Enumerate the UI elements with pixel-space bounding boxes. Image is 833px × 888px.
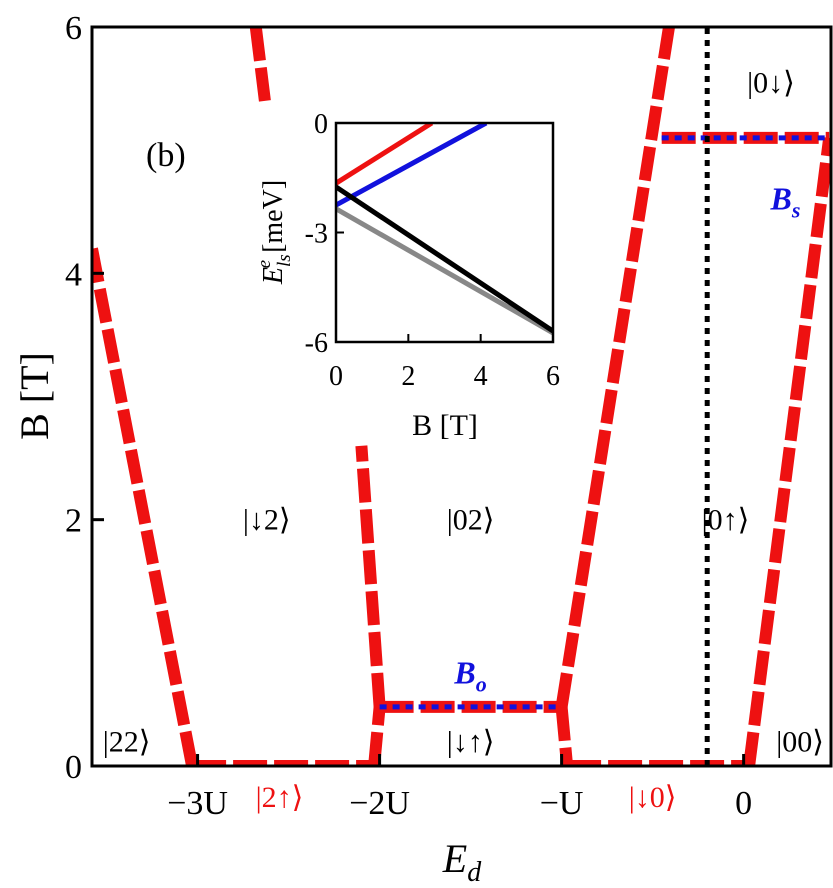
main-x-tick-label-0: −3U [167, 785, 228, 822]
region-label-main-10: B [770, 180, 792, 216]
region-label-8: |↓0⟩ [629, 781, 677, 814]
inset-x-tick-label-3: 6 [546, 361, 560, 392]
region-label-1: |↓2⟩ [243, 504, 291, 537]
region-label-main-9: B [453, 655, 475, 691]
x-axis-subscript: d [467, 857, 482, 888]
main-series-line-10 [249, 27, 271, 102]
main-plot-frame [90, 25, 833, 768]
inset-x-tick-label-2: 4 [474, 361, 488, 392]
inset-y-tick-label-1: -3 [305, 219, 328, 250]
inset-y-tick-label-0: 0 [314, 109, 328, 140]
inset-y-axis-unit: [meV] [258, 180, 289, 260]
region-label-sub-9: o [476, 672, 487, 697]
inset-y-axis-symbol: E [258, 267, 289, 285]
region-label-6: |00⟩ [776, 725, 824, 758]
region-label-10: Bs [770, 180, 801, 222]
main-y-tick-label-2: 4 [65, 256, 82, 293]
region-label-9: Bo [453, 655, 486, 697]
inset-series-line-3 [336, 184, 553, 334]
inset-y-axis-label: Else [meV] [254, 180, 295, 285]
main-series-line-0 [92, 247, 198, 766]
main-series-line-5 [555, 706, 574, 766]
inset-x-tick-label-1: 2 [401, 361, 415, 392]
main-series-line-3 [355, 445, 386, 708]
main-y-axis-label: B [T] [12, 352, 57, 440]
main-x-axis-label: Ed [442, 836, 482, 888]
inset-x-axis-text: B [T] [412, 409, 478, 442]
inset-y-tick-label-2: -6 [305, 328, 328, 359]
main-series-line-7 [555, 27, 675, 708]
inset-series-line-1 [336, 123, 488, 208]
inset-x-tick-label-0: 0 [329, 361, 343, 392]
main-series-line-8 [743, 137, 831, 766]
panel-label: (b) [146, 137, 186, 174]
inset-y-axis-sub: ls [274, 254, 295, 267]
region-label-0: |22⟩ [103, 725, 151, 758]
region-label-sub-10: s [791, 197, 801, 222]
inset-x-axis-label: B [T] [412, 409, 478, 442]
main-y-tick-label-1: 2 [65, 503, 82, 540]
region-label-4: |0↓⟩ [747, 66, 795, 99]
region-label-7: |2↑⟩ [256, 781, 304, 814]
region-label-5: |↓↑⟩ [447, 725, 495, 758]
inset-series-line-2 [336, 206, 553, 336]
inset-y-axis-sup: e [254, 260, 275, 268]
main-x-tick-label-2: −U [540, 785, 584, 822]
main-y-tick-label-3: 6 [65, 10, 82, 47]
y-axis-symbol-text: B [T] [12, 352, 57, 440]
main-y-tick-label-0: 0 [65, 749, 82, 786]
region-label-3: |0↑⟩ [702, 504, 750, 537]
region-label-2: |02⟩ [447, 504, 495, 537]
inset-series-line-0 [336, 123, 434, 186]
main-x-tick-label-1: −2U [349, 785, 410, 822]
main-series-line-2 [368, 706, 386, 766]
main-x-tick-label-3: 0 [735, 785, 752, 822]
